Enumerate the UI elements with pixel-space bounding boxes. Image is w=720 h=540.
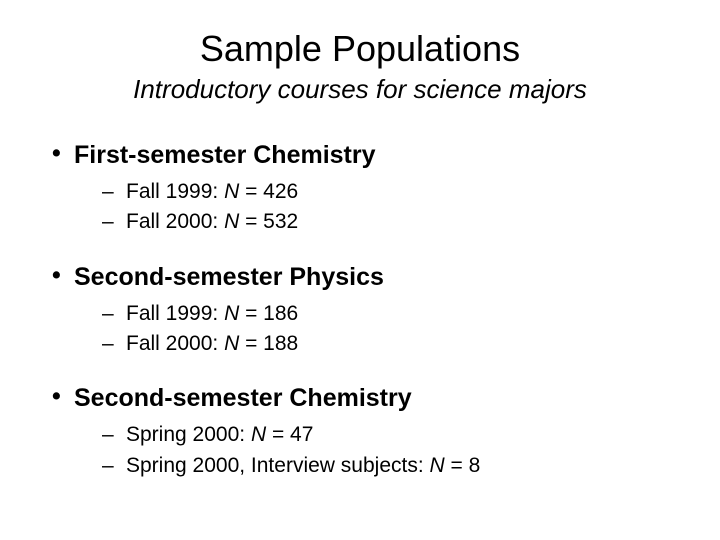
section-heading: Second-semester Chemistry <box>50 384 670 413</box>
section-second-semester-physics: Second-semester Physics Fall 1999: N = 1… <box>50 263 670 359</box>
list-item: Spring 2000: N = 47 <box>102 421 670 449</box>
item-value: 47 <box>290 423 313 446</box>
item-value: 426 <box>263 180 298 203</box>
list-item: Spring 2000, Interview subjects: N = 8 <box>102 452 670 480</box>
item-value: 186 <box>263 302 298 325</box>
item-prefix: Fall 2000: <box>126 210 224 233</box>
item-value: 8 <box>469 454 481 477</box>
slide: Sample Populations Introductory courses … <box>0 0 720 540</box>
item-prefix: Fall 1999: <box>126 302 224 325</box>
item-prefix: Spring 2000: <box>126 423 251 446</box>
item-eq: = <box>239 302 263 325</box>
item-var: N <box>251 423 266 446</box>
item-var: N <box>224 302 239 325</box>
item-eq: = <box>239 210 263 233</box>
slide-title: Sample Populations <box>50 28 670 70</box>
item-value: 188 <box>263 332 298 355</box>
item-var: N <box>430 454 445 477</box>
list-item: Fall 1999: N = 426 <box>102 178 670 206</box>
section-second-semester-chemistry: Second-semester Chemistry Spring 2000: N… <box>50 384 670 480</box>
item-var: N <box>224 210 239 233</box>
list-item: Fall 1999: N = 186 <box>102 300 670 328</box>
item-eq: = <box>445 454 469 477</box>
item-prefix: Spring 2000, Interview subjects: <box>126 454 430 477</box>
list-item: Fall 2000: N = 532 <box>102 208 670 236</box>
list-item: Fall 2000: N = 188 <box>102 330 670 358</box>
section-first-semester-chemistry: First-semester Chemistry Fall 1999: N = … <box>50 141 670 237</box>
item-var: N <box>224 332 239 355</box>
item-prefix: Fall 2000: <box>126 332 224 355</box>
item-value: 532 <box>263 210 298 233</box>
item-prefix: Fall 1999: <box>126 180 224 203</box>
item-eq: = <box>239 332 263 355</box>
section-heading: First-semester Chemistry <box>50 141 670 170</box>
item-eq: = <box>266 423 290 446</box>
item-eq: = <box>239 180 263 203</box>
item-var: N <box>224 180 239 203</box>
slide-subtitle: Introductory courses for science majors <box>50 74 670 105</box>
section-heading: Second-semester Physics <box>50 263 670 292</box>
